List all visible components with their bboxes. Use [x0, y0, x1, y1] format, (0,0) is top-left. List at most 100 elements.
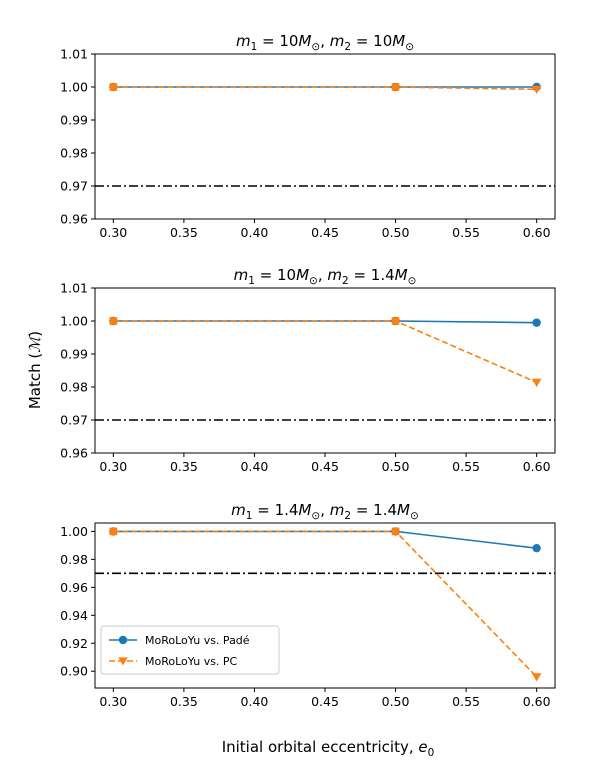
- chart-title-part: 2: [344, 510, 351, 522]
- chart-title-part: M: [296, 266, 309, 284]
- chart-title-part: = 1.4: [349, 266, 395, 284]
- chart-title-part: ⊙: [410, 510, 419, 522]
- chart-title-part: m: [330, 501, 345, 519]
- y-tick-label: 1.01: [60, 47, 88, 62]
- y-tick-label: 0.96: [60, 212, 88, 227]
- x-tick-label: 0.50: [382, 459, 410, 474]
- chart-title-part: ⊙: [311, 41, 320, 53]
- y-tick-label: 0.90: [60, 664, 88, 679]
- series-line-pade: [113, 530, 537, 549]
- chart-title-part: = 1.4: [351, 501, 397, 519]
- data-point-pc: [391, 527, 400, 536]
- chart-title: m1 = 10M⊙, m2 = 10M⊙: [236, 32, 414, 53]
- data-point-pc: [531, 378, 542, 387]
- series-line-pc: [113, 320, 537, 384]
- chart-title-part: m: [236, 32, 251, 50]
- chart-title: m1 = 10M⊙, m2 = 1.4M⊙: [234, 266, 417, 287]
- chart-title-part: ⊙: [309, 275, 318, 287]
- x-tick-label: 0.35: [170, 694, 198, 709]
- chart-title-part: ,: [320, 501, 330, 519]
- chart-title-part: 1: [246, 510, 253, 522]
- legend: MoRoLoYu vs. Padé MoRoLoYu vs. PC: [100, 625, 280, 675]
- y-tick-label: 0.99: [60, 347, 88, 362]
- chart-panel-2: m1 = 10M⊙, m2 = 1.4M⊙0.30 0.35 0.40 0.45 0.5…: [60, 266, 556, 474]
- chart-title-part: = 10: [351, 32, 392, 50]
- y-tick-label: 1.00: [60, 80, 88, 95]
- x-tick-label: 0.55: [452, 459, 480, 474]
- y-axis-label-suffix: ): [26, 331, 44, 337]
- x-tick-label: 0.30: [99, 459, 127, 474]
- chart-title-part: = 1.4: [252, 501, 298, 519]
- y-tick-label: 0.98: [60, 552, 88, 567]
- x-tick-label: 0.40: [241, 694, 269, 709]
- y-tick-label: 0.94: [60, 608, 88, 623]
- chart-title-part: 1: [248, 275, 255, 287]
- legend-entry-label: MoRoLoYu vs. PC: [145, 655, 238, 668]
- y-tick-label: 1.00: [60, 524, 88, 539]
- chart-panel-1: m1 = 10M⊙, m2 = 10M⊙0.30 0.35 0.40 0.45 0.50…: [60, 32, 556, 240]
- data-point-pade: [532, 318, 541, 327]
- x-tick-label: 0.60: [523, 694, 551, 709]
- chart-title-part: ⊙: [311, 510, 320, 522]
- y-tick-label: 1.01: [60, 281, 88, 296]
- x-tick-label: 0.45: [311, 694, 339, 709]
- chart-title-part: ⊙: [405, 41, 414, 53]
- plot-frame: [94, 53, 556, 220]
- y-axis-label-prefix: Match (: [26, 353, 44, 409]
- data-point-pade: [532, 543, 541, 553]
- chart-panel-3: m1 = 1.4M⊙, m2 = 1.4M⊙ 0.30 0.35 0.40 0.45 0.…: [60, 501, 556, 709]
- chart-title-part: M: [397, 501, 410, 519]
- plot-frame: [94, 287, 556, 454]
- data-point-pc: [391, 83, 400, 91]
- x-tick-label: 0.40: [241, 225, 269, 240]
- data-point-pc: [391, 317, 400, 325]
- x-tick-label: 0.45: [311, 225, 339, 240]
- y-tick-label: 0.96: [60, 446, 88, 461]
- x-axis-label-var: e: [418, 738, 427, 756]
- y-tick-label: 0.99: [60, 113, 88, 128]
- y-axis-label: Match (ℳ): [26, 331, 44, 409]
- chart-title-part: M: [392, 32, 405, 50]
- y-tick-label: 0.92: [60, 636, 88, 651]
- legend-swatch-marker: [118, 657, 128, 666]
- chart-title: m1 = 1.4M⊙, m2 = 1.4M⊙: [231, 501, 419, 522]
- y-tick-label: 1.00: [60, 314, 88, 329]
- legend-entry-label: MoRoLoYu vs. Padé: [145, 634, 250, 647]
- chart-title-part: 2: [342, 275, 349, 287]
- chart-title-part: ,: [320, 32, 330, 50]
- chart-title-part: m: [231, 501, 246, 519]
- chart-title-part: = 10: [257, 32, 298, 50]
- data-point-pc: [109, 527, 118, 536]
- x-tick-label: 0.35: [170, 225, 198, 240]
- chart-title-part: M: [298, 32, 311, 50]
- chart-title-part: = 10: [255, 266, 296, 284]
- y-axis-label-symbol: ℳ: [26, 335, 44, 353]
- y-tick-label: 0.97: [60, 179, 88, 194]
- y-tick-label: 0.98: [60, 146, 88, 161]
- x-axis-label: Initial orbital eccentricity, e0: [222, 738, 435, 759]
- legend-box: [100, 625, 280, 675]
- x-tick-label: 0.40: [241, 459, 269, 474]
- x-tick-label: 0.50: [382, 694, 410, 709]
- x-tick-label: 0.55: [452, 694, 480, 709]
- chart-title-part: ,: [318, 266, 328, 284]
- chart-title-part: M: [395, 266, 408, 284]
- data-point-pc: [109, 83, 118, 91]
- y-tick-label: 0.96: [60, 580, 88, 595]
- x-tick-label: 0.50: [382, 225, 410, 240]
- y-tick-label: 0.98: [60, 380, 88, 395]
- data-point-pc: [531, 673, 542, 682]
- x-axis-label-prefix: Initial orbital eccentricity,: [222, 738, 419, 756]
- chart-panels: m1 = 10M⊙, m2 = 10M⊙0.30 0.35 0.40 0.45 0.50…: [60, 32, 556, 709]
- x-tick-label: 0.45: [311, 459, 339, 474]
- chart-title-part: 2: [344, 41, 351, 53]
- chart-title-part: 1: [251, 41, 258, 53]
- legend-swatch-marker: [118, 635, 128, 645]
- x-tick-label: 0.30: [99, 225, 127, 240]
- data-point-pc: [109, 317, 118, 325]
- chart-title-part: m: [330, 32, 345, 50]
- chart-title-part: ⊙: [408, 275, 417, 287]
- data-point-pc: [531, 85, 542, 94]
- x-tick-label: 0.30: [99, 694, 127, 709]
